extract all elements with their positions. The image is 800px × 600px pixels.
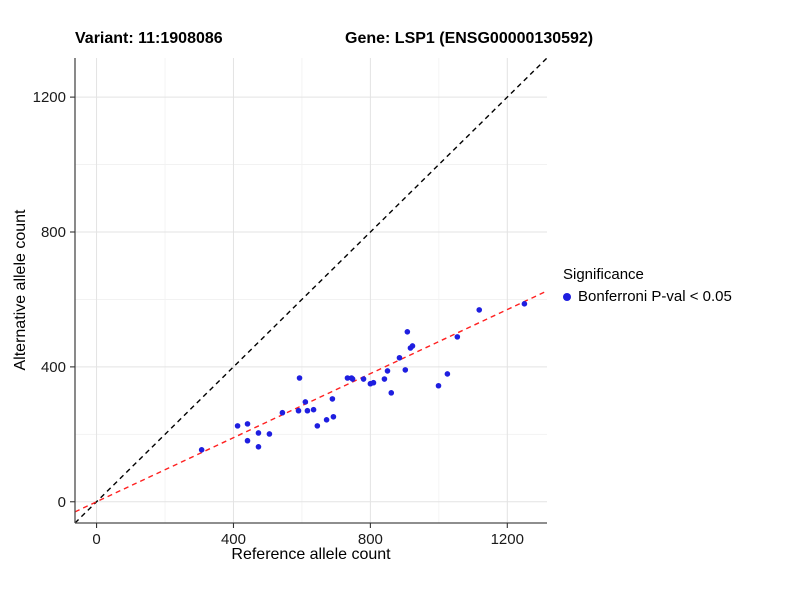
scatter-point: [435, 382, 442, 389]
y-tick-label: 800: [41, 224, 66, 241]
scatter-point: [388, 390, 395, 396]
scatter-point: [329, 396, 336, 402]
legend-item: Bonferroni P-val < 0.05: [563, 288, 732, 305]
scatter-point: [234, 423, 241, 429]
scatter-point: [344, 375, 351, 381]
legend-point-marker: [563, 292, 571, 301]
scatter-point: [266, 431, 273, 437]
scatter-point: [360, 376, 367, 382]
scatter-point: [296, 375, 303, 381]
y-axis-label: Alternative allele count: [12, 209, 29, 371]
reference-lines-group: [75, 58, 547, 523]
y-tick-label: 1200: [33, 89, 66, 106]
scatter-point: [255, 443, 262, 450]
y-tick-label: 400: [41, 359, 66, 376]
scatter-point: [521, 301, 528, 307]
y-tick-label: 0: [58, 494, 66, 511]
scatter-point: [302, 399, 309, 405]
legend-item-label: Bonferroni P-val < 0.05: [578, 288, 732, 305]
scatter-point: [384, 368, 391, 374]
scatter-point: [279, 409, 286, 416]
x-tick-label: 1200: [491, 531, 524, 548]
scatter-point: [476, 307, 483, 313]
scatter-point: [330, 413, 337, 420]
scatter-point: [396, 354, 403, 361]
scatter-point: [404, 329, 411, 335]
x-axis-label: Reference allele count: [231, 546, 391, 563]
scatter-point: [310, 406, 317, 413]
legend: Significance Bonferroni P-val < 0.05: [563, 266, 732, 305]
scatter-point: [444, 371, 451, 377]
scatter-point: [244, 421, 251, 427]
scatter-point: [244, 437, 251, 444]
x-tick-label: 400: [221, 531, 246, 548]
scatter-point: [402, 367, 409, 373]
scatter-point: [314, 423, 321, 429]
scatter-point: [304, 407, 311, 414]
scatter-point: [295, 407, 302, 414]
x-tick-label: 0: [92, 531, 100, 548]
scatter-point: [370, 379, 377, 386]
fitted-ratio-line: [75, 290, 547, 513]
gene-title: Gene: LSP1 (ENSG00000130592): [345, 30, 594, 47]
scatter-point: [349, 376, 356, 382]
x-tick-label: 800: [358, 531, 383, 548]
variant-title: Variant: 11:1908086: [75, 30, 223, 47]
scatter-point: [323, 417, 330, 423]
legend-title: Significance: [563, 266, 644, 283]
scatter-point: [381, 376, 388, 382]
identity-line: [75, 58, 547, 523]
scatter-point: [255, 430, 262, 436]
scatter-point: [198, 447, 205, 453]
scatter-point: [409, 343, 416, 349]
scatter-point: [454, 334, 461, 340]
